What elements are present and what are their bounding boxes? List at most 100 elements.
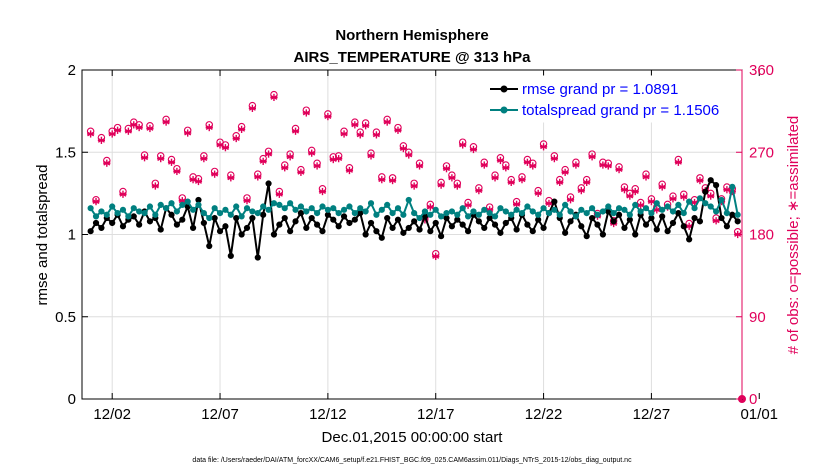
- obs-assimilated-marker: [205, 123, 213, 132]
- totalspread-point: [637, 208, 644, 215]
- totalspread-point: [556, 211, 563, 218]
- obs-assimilated-marker: [394, 126, 402, 134]
- obs-assimilated-marker: [459, 141, 467, 149]
- totalspread-point: [594, 211, 601, 218]
- totalspread-point: [459, 205, 466, 212]
- totalspread-point: [632, 201, 639, 208]
- y-right-tick-label: 0: [749, 391, 757, 408]
- obs-assimilated-marker: [631, 187, 639, 196]
- totalspread-point: [297, 203, 305, 210]
- obs-assimilated-marker: [448, 174, 456, 182]
- obs-assimilated-marker: [184, 129, 192, 137]
- obs-assimilated-marker: [130, 121, 138, 129]
- rmse-point: [340, 213, 348, 220]
- rmse-point: [632, 231, 639, 238]
- obs-assimilated-marker: [588, 153, 596, 161]
- rmse-point: [475, 218, 482, 225]
- totalspread-point: [723, 210, 731, 217]
- totalspread-point: [470, 208, 477, 215]
- totalspread-point: [216, 210, 224, 217]
- rmse-point: [260, 211, 267, 218]
- totalspread-point: [545, 210, 553, 217]
- rmse-point: [227, 252, 234, 259]
- rmse-point: [195, 196, 202, 204]
- rmse-point: [270, 231, 278, 238]
- totalspread-point: [513, 206, 520, 213]
- x-tick-label: 12/27: [633, 406, 671, 423]
- totalspread-point: [281, 205, 288, 212]
- y-tick-label: 1: [68, 227, 76, 244]
- obs-assimilated-marker: [529, 162, 537, 170]
- legend-label: totalspread grand pr = 1.1506: [522, 102, 719, 119]
- obs-assimilated-marker: [577, 187, 585, 195]
- obs-assimilated-marker: [227, 174, 235, 182]
- rmse-point: [179, 216, 186, 223]
- legend-swatch-marker: [500, 106, 508, 114]
- totalspread-point: [367, 200, 375, 207]
- totalspread-point: [535, 211, 542, 218]
- legend-box: [483, 75, 741, 123]
- rmse-point: [648, 214, 655, 222]
- totalspread-point: [173, 208, 181, 215]
- obs-assimilated-marker: [372, 131, 381, 139]
- totalspread-point: [335, 210, 342, 217]
- totalspread-point: [400, 211, 407, 218]
- obs-assimilated-marker: [534, 189, 542, 197]
- obs-assimilated-marker: [453, 182, 461, 190]
- obs-assimilated-marker: [561, 168, 569, 176]
- totalspread-point: [233, 203, 240, 210]
- totalspread-point: [659, 206, 666, 213]
- totalspread-point: [486, 210, 493, 217]
- rmse-point: [686, 236, 693, 243]
- totalspread-point: [276, 201, 283, 208]
- totalspread-point: [621, 206, 628, 213]
- rmse-point: [551, 198, 558, 205]
- obs-assimilated-marker: [480, 161, 488, 169]
- y-tick-label: 0.5: [55, 309, 76, 326]
- rmse-point: [173, 221, 181, 228]
- obs-assimilated-marker: [572, 161, 580, 169]
- rmse-point: [502, 219, 509, 227]
- obs-assimilated-marker: [345, 166, 354, 175]
- rmse-point: [696, 218, 704, 225]
- chart-subtitle: AIRS_TEMPERATURE @ 313 hPa: [294, 49, 532, 66]
- totalspread-point: [524, 203, 531, 210]
- rmse-point: [189, 224, 197, 232]
- rmse-point: [680, 223, 687, 230]
- obs-assimilated-marker: [475, 187, 483, 195]
- obs-assimilated-marker: [378, 176, 386, 184]
- totalspread-point: [405, 196, 412, 204]
- totalspread-point: [270, 200, 278, 207]
- totalspread-point: [157, 201, 164, 208]
- obs-assimilated-marker: [437, 181, 445, 189]
- obs-assimilated-marker: [135, 123, 143, 132]
- totalspread-point: [502, 208, 509, 215]
- obs-assimilated-marker: [151, 182, 159, 190]
- rmse-point: [438, 233, 445, 240]
- rmse-point: [206, 242, 213, 250]
- rmse-point: [734, 218, 741, 225]
- rmse-point: [583, 233, 590, 240]
- legend-label: rmse grand pr = 1.0891: [522, 81, 678, 98]
- totalspread-point: [551, 206, 558, 213]
- rmse-point: [362, 231, 369, 238]
- totalspread-point: [92, 213, 100, 220]
- totalspread-point: [675, 201, 682, 208]
- obs-assimilated-marker: [388, 176, 397, 185]
- obs-assimilated-marker: [108, 130, 116, 138]
- x-tick-label: 12/02: [93, 406, 131, 423]
- totalspread-point: [184, 198, 191, 205]
- totalspread-point: [540, 205, 547, 212]
- totalspread-point: [114, 210, 121, 217]
- rmse-point: [454, 216, 461, 223]
- rmse-point: [313, 221, 321, 228]
- totalspread-point: [168, 200, 175, 207]
- rmse-point: [615, 211, 623, 218]
- x-tick-label: 01/01: [740, 406, 778, 423]
- obs-assimilated-marker: [556, 178, 564, 187]
- rmse-point: [669, 219, 677, 227]
- rmse-point: [416, 226, 423, 233]
- rmse-point: [335, 223, 342, 230]
- totalspread-point: [136, 208, 143, 215]
- totalspread-point: [578, 206, 585, 213]
